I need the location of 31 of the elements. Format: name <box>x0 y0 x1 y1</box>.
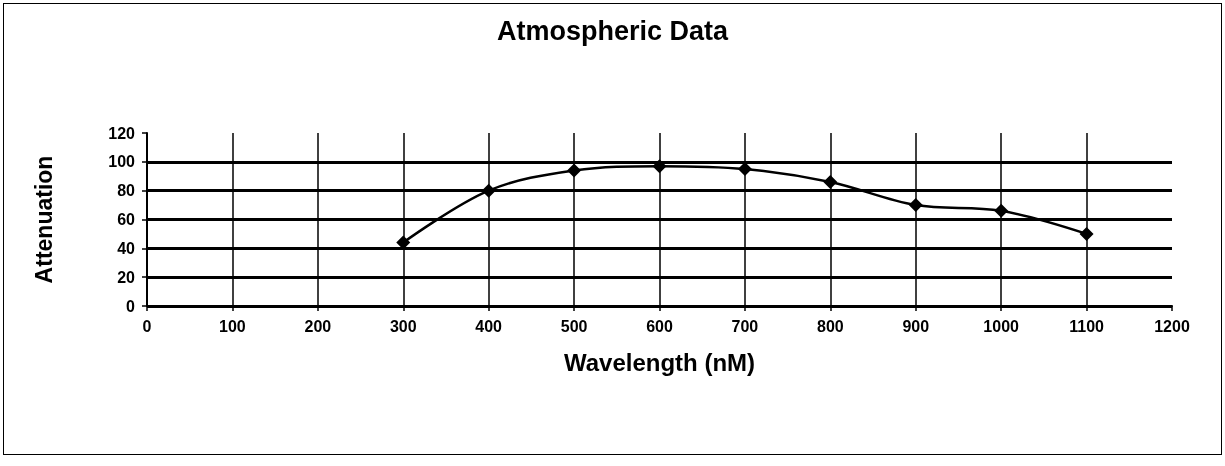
x-tick-label: 0 <box>142 317 152 335</box>
x-tick-label: 700 <box>731 317 759 335</box>
y-tick-label: 40 <box>117 239 136 257</box>
x-axis-title: Wavelength (nM) <box>563 348 756 376</box>
y-axis-title: Attenuation <box>30 155 57 284</box>
x-tick-label: 600 <box>646 317 673 335</box>
point <box>481 183 496 198</box>
x-tick-label: 1000 <box>983 317 1020 335</box>
x-tick-label: 500 <box>560 317 588 335</box>
y-tick-label: 0 <box>126 297 136 315</box>
y-tick-label: 20 <box>117 268 136 286</box>
y-tick-label: 80 <box>117 182 136 200</box>
y-tick-label: 120 <box>108 124 136 142</box>
y-tick-label: 60 <box>117 211 136 228</box>
point <box>823 175 838 190</box>
x-tick-label: 100 <box>219 317 246 335</box>
x-tick-label: 1200 <box>1154 317 1190 335</box>
point <box>1079 226 1094 241</box>
x-tick-label: 800 <box>816 317 844 335</box>
x-tick-label: 1100 <box>1069 317 1105 335</box>
y-tick-label: 100 <box>108 153 136 171</box>
x-tick-label: 300 <box>389 317 417 335</box>
point <box>567 163 582 178</box>
point <box>737 162 752 177</box>
point <box>994 203 1009 218</box>
x-tick-label: 200 <box>304 317 332 335</box>
x-tick-label: 900 <box>902 317 930 335</box>
chart-title: Atmospheric Data <box>496 15 730 46</box>
x-tick-label: 400 <box>475 317 503 335</box>
point <box>652 159 667 174</box>
point <box>908 198 923 213</box>
